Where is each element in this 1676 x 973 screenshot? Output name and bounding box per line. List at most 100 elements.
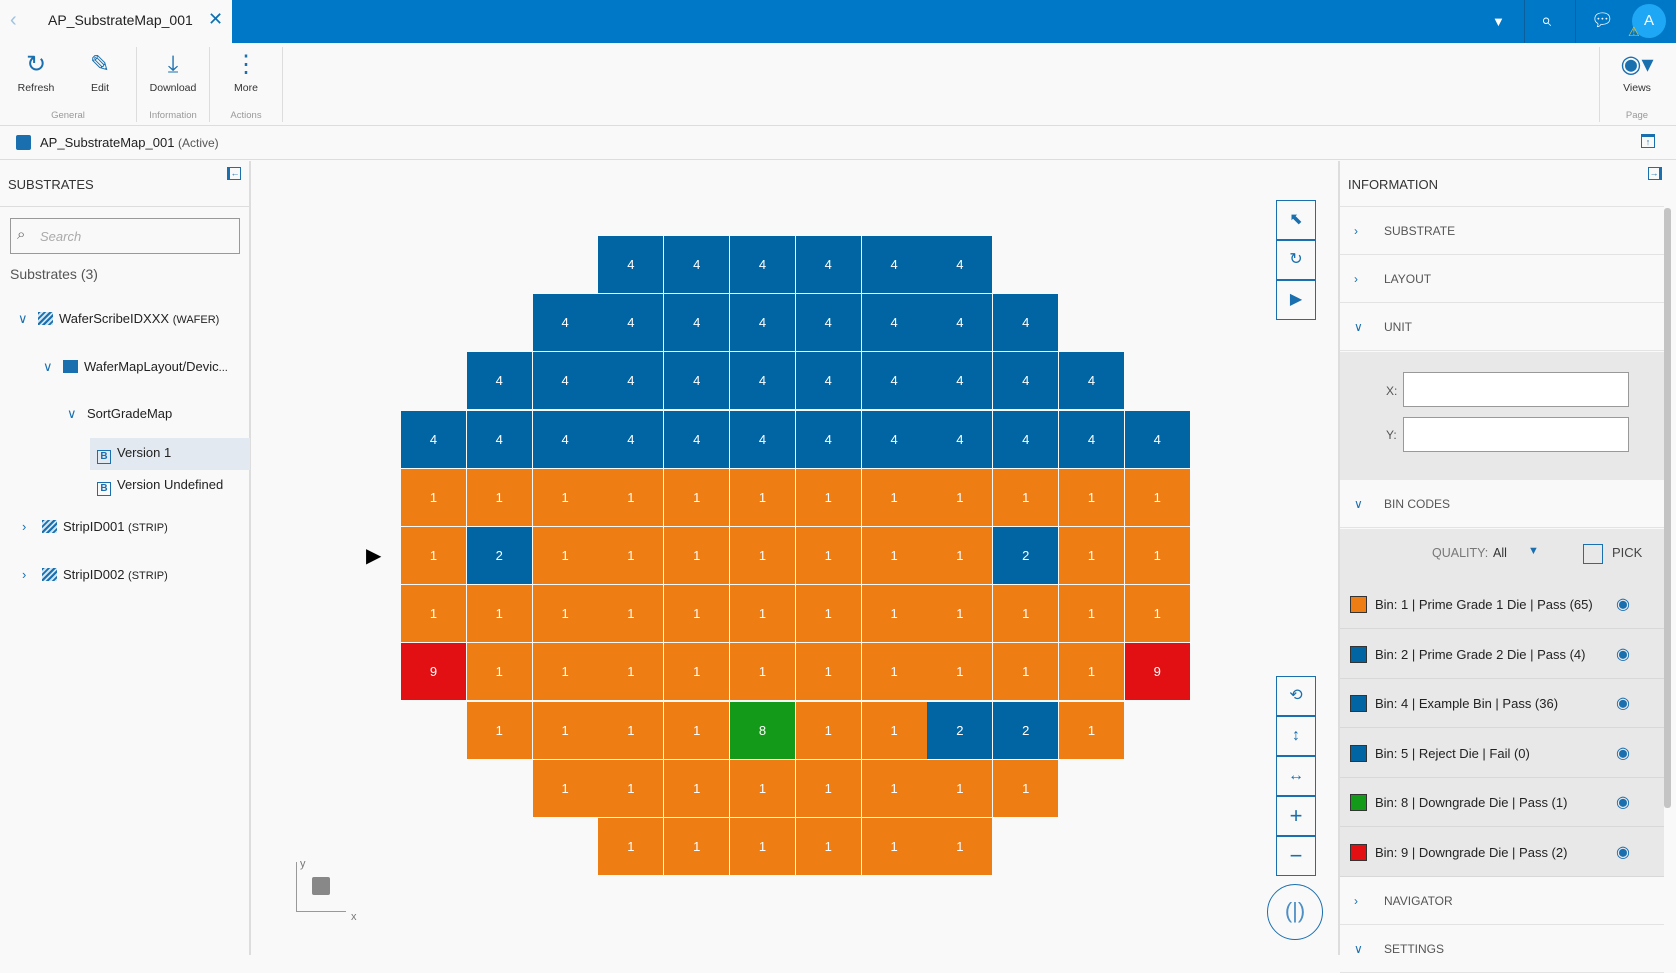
die-cell[interactable]: 1 — [401, 585, 466, 643]
chevron-down-icon[interactable]: ∨ — [18, 311, 28, 326]
die-cell[interactable]: 4 — [861, 236, 927, 293]
die-cell[interactable]: 1 — [927, 585, 993, 643]
die-cell[interactable]: 4 — [532, 410, 598, 468]
die-cell[interactable]: 2 — [927, 701, 993, 759]
die-cell[interactable]: 1 — [532, 468, 598, 526]
die-cell[interactable]: 1 — [927, 643, 993, 701]
scrollbar[interactable] — [1664, 208, 1671, 808]
die-cell[interactable]: 1 — [598, 701, 664, 759]
quality-dropdown[interactable]: All — [1493, 546, 1507, 560]
collapse-header-icon[interactable]: ↑ — [1641, 134, 1655, 148]
die-cell[interactable]: 1 — [795, 527, 861, 584]
eye-icon[interactable]: ◉ — [1616, 645, 1630, 663]
die-cell[interactable]: 4 — [664, 294, 730, 352]
rotate-compass[interactable]: (|) — [1267, 884, 1323, 940]
die-cell[interactable]: 1 — [401, 468, 466, 526]
flip-horizontal-button[interactable]: ↔ — [1276, 756, 1316, 796]
bin-code-row[interactable]: Bin: 1 | Prime Grade 1 Die | Pass (65) ◉ — [1340, 580, 1664, 629]
die-cell[interactable]: 1 — [861, 585, 927, 643]
die-cell[interactable]: 1 — [861, 701, 927, 759]
tree-item-version-1[interactable]: B Version 1 — [97, 443, 171, 464]
tree-item-sortgrademap[interactable]: ∨ SortGradeMap — [67, 404, 172, 424]
rotate-button[interactable]: ↻ — [1276, 240, 1316, 280]
die-cell[interactable]: 1 — [861, 468, 927, 526]
die-cell[interactable]: 1 — [532, 527, 598, 584]
die-cell[interactable]: 1 — [1059, 643, 1124, 701]
zoom-out-button[interactable]: − — [1276, 836, 1316, 876]
download-button[interactable]: ⤓ Download — [146, 48, 200, 94]
die-cell[interactable]: 4 — [993, 352, 1059, 410]
die-cell[interactable]: 1 — [795, 643, 861, 701]
die-cell[interactable]: 4 — [927, 352, 993, 410]
section-layout[interactable]: › LAYOUT — [1340, 255, 1664, 303]
close-icon[interactable]: ✕ — [208, 9, 224, 29]
die-cell[interactable]: 1 — [993, 585, 1059, 643]
die-cell[interactable]: 4 — [927, 236, 993, 293]
die-cell[interactable]: 1 — [861, 527, 927, 584]
die-cell[interactable]: 8 — [730, 701, 795, 759]
die-cell[interactable]: 4 — [598, 352, 664, 410]
die-cell[interactable]: 4 — [861, 352, 927, 410]
eye-icon[interactable]: ◉ — [1616, 695, 1630, 712]
y-field[interactable] — [1403, 417, 1629, 452]
die-cell[interactable]: 1 — [466, 701, 532, 759]
die-cell[interactable]: 4 — [993, 410, 1059, 468]
die-cell[interactable]: 1 — [861, 759, 927, 817]
die-cell[interactable]: 1 — [532, 701, 598, 759]
die-cell[interactable]: 4 — [664, 410, 730, 468]
tab-title[interactable]: AP_SubstrateMap_001 — [48, 12, 193, 28]
die-cell[interactable]: 1 — [401, 527, 466, 584]
back-chevron-icon[interactable]: ‹ — [10, 9, 17, 31]
die-cell[interactable]: 1 — [1059, 527, 1124, 584]
die-cell[interactable]: 4 — [664, 236, 730, 293]
die-cell[interactable]: 1 — [795, 759, 861, 817]
die-cell[interactable]: 4 — [730, 236, 795, 293]
chevron-down-icon[interactable]: ∨ — [67, 406, 77, 421]
chevron-right-icon[interactable]: › — [22, 567, 27, 582]
section-bin-codes[interactable]: ∨ BIN CODES — [1340, 480, 1664, 528]
dropdown-caret-icon[interactable]: ▼ — [1492, 14, 1505, 29]
die-cell[interactable]: 1 — [466, 643, 532, 701]
document-tab[interactable] — [0, 0, 232, 43]
bin-code-row[interactable]: Bin: 4 | Example Bin | Pass (36) ◉ — [1340, 679, 1664, 728]
die-cell[interactable]: 1 — [730, 818, 795, 875]
die-cell[interactable]: 4 — [532, 294, 598, 352]
reset-view-button[interactable]: ⟲ — [1276, 676, 1316, 716]
more-button[interactable]: ⋮ More — [222, 48, 270, 94]
die-cell[interactable]: 4 — [598, 410, 664, 468]
die-cell[interactable]: 1 — [1059, 468, 1124, 526]
x-field[interactable] — [1403, 372, 1629, 407]
die-cell[interactable]: 4 — [532, 352, 598, 410]
die-cell[interactable]: 1 — [795, 468, 861, 526]
eye-icon[interactable]: ◉ — [1616, 744, 1630, 762]
die-cell[interactable]: 2 — [466, 527, 532, 584]
die-cell[interactable]: 1 — [730, 585, 795, 643]
die-cell[interactable]: 4 — [993, 294, 1059, 352]
die-cell[interactable]: 1 — [598, 818, 664, 875]
dropdown-caret-icon[interactable]: ▼ — [1528, 545, 1539, 557]
die-cell[interactable]: 4 — [466, 352, 532, 410]
die-cell[interactable]: 1 — [993, 759, 1059, 817]
eye-icon[interactable]: ◉ — [1616, 596, 1630, 613]
section-unit[interactable]: ∨ UNIT — [1340, 303, 1664, 351]
select-tool-button[interactable]: ⬉ — [1276, 200, 1316, 240]
die-cell[interactable]: 1 — [598, 585, 664, 643]
die-cell[interactable]: 1 — [598, 527, 664, 584]
die-cell[interactable]: 4 — [795, 410, 861, 468]
die-cell[interactable]: 1 — [730, 759, 795, 817]
tree-item-wafer[interactable]: ∨ WaferScribeIDXXX (WAFER) — [18, 309, 219, 329]
die-cell[interactable]: 2 — [993, 527, 1059, 584]
die-cell[interactable]: 1 — [795, 818, 861, 875]
bin-code-row[interactable]: Bin: 9 | Downgrade Die | Pass (2) ◉ — [1340, 828, 1664, 877]
zoom-in-button[interactable]: + — [1276, 796, 1316, 836]
die-cell[interactable]: 1 — [730, 527, 795, 584]
search-icon[interactable]: ⌕ — [1541, 10, 1552, 30]
bin-code-row[interactable]: Bin: 2 | Prime Grade 2 Die | Pass (4) ◉ — [1340, 630, 1664, 679]
section-settings[interactable]: ∨ SETTINGS — [1340, 925, 1664, 973]
die-cell[interactable]: 1 — [664, 585, 730, 643]
die-cell[interactable]: 1 — [1124, 527, 1190, 584]
die-cell[interactable]: 1 — [598, 643, 664, 701]
die-cell[interactable]: 1 — [466, 585, 532, 643]
die-cell[interactable]: 4 — [795, 236, 861, 293]
die-cell[interactable]: 9 — [1124, 643, 1190, 701]
